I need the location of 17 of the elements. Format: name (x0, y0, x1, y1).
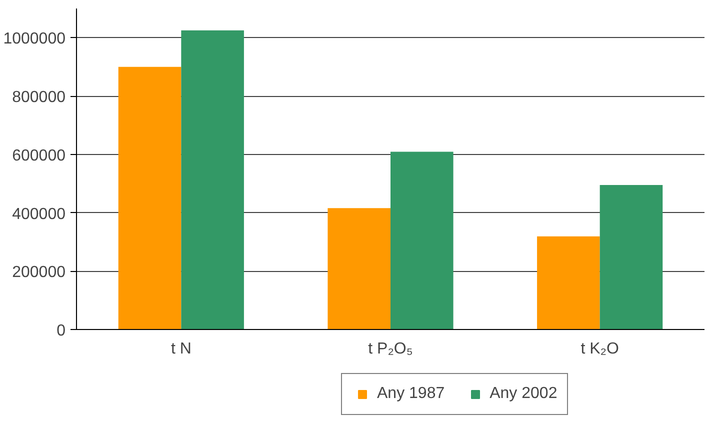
legend-label: Any 2002 (490, 385, 558, 403)
y-tick-label: 200000 (12, 264, 66, 282)
x-tick-label: t N (170, 340, 192, 358)
x-tick-label: t K₂O (580, 340, 619, 358)
bar (390, 152, 454, 330)
y-tick-label: 600000 (12, 147, 66, 164)
y-tick-label: 0 (56, 322, 66, 340)
bar (328, 208, 390, 330)
y-tick-label: 1000000 (3, 30, 66, 48)
bar (600, 185, 663, 330)
legend-label: Any 1987 (377, 385, 445, 403)
bar (181, 30, 244, 330)
bar (537, 236, 600, 330)
x-tick-label: t P₂O₅ (368, 340, 413, 358)
y-tick-label: 800000 (12, 89, 66, 106)
y-tick-label: 400000 (12, 206, 66, 223)
bar (118, 66, 182, 330)
